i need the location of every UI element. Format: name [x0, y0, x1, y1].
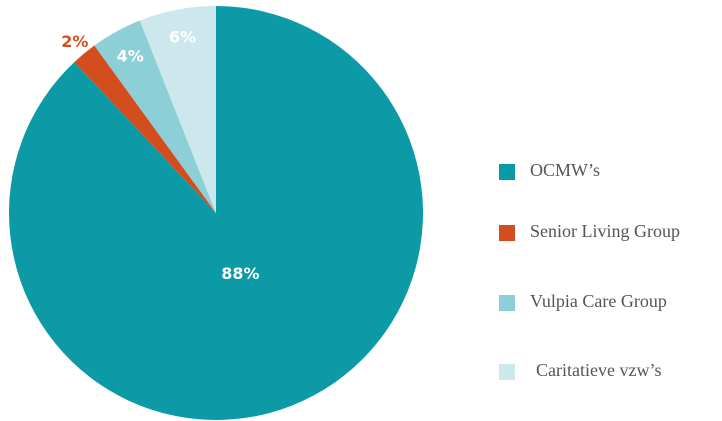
legend-swatch [499, 295, 515, 311]
slice-label: 88% [221, 264, 259, 283]
slice-label: 2% [61, 32, 88, 51]
legend-swatch [499, 364, 515, 380]
legend-label: OCMW’s [530, 160, 600, 180]
pie-slice [139, 6, 216, 213]
slice-label: 6% [169, 28, 196, 47]
legend-swatch [499, 225, 515, 241]
legend-label: Vulpia Care Group [530, 291, 667, 311]
pie-slice [94, 20, 216, 213]
slice-label: 4% [117, 46, 144, 65]
legend-label: Senior Living Group [530, 221, 680, 241]
pie-slice [74, 45, 216, 214]
legend-swatch [499, 164, 515, 180]
legend-label: Caritatieve vzw’s [536, 360, 661, 380]
